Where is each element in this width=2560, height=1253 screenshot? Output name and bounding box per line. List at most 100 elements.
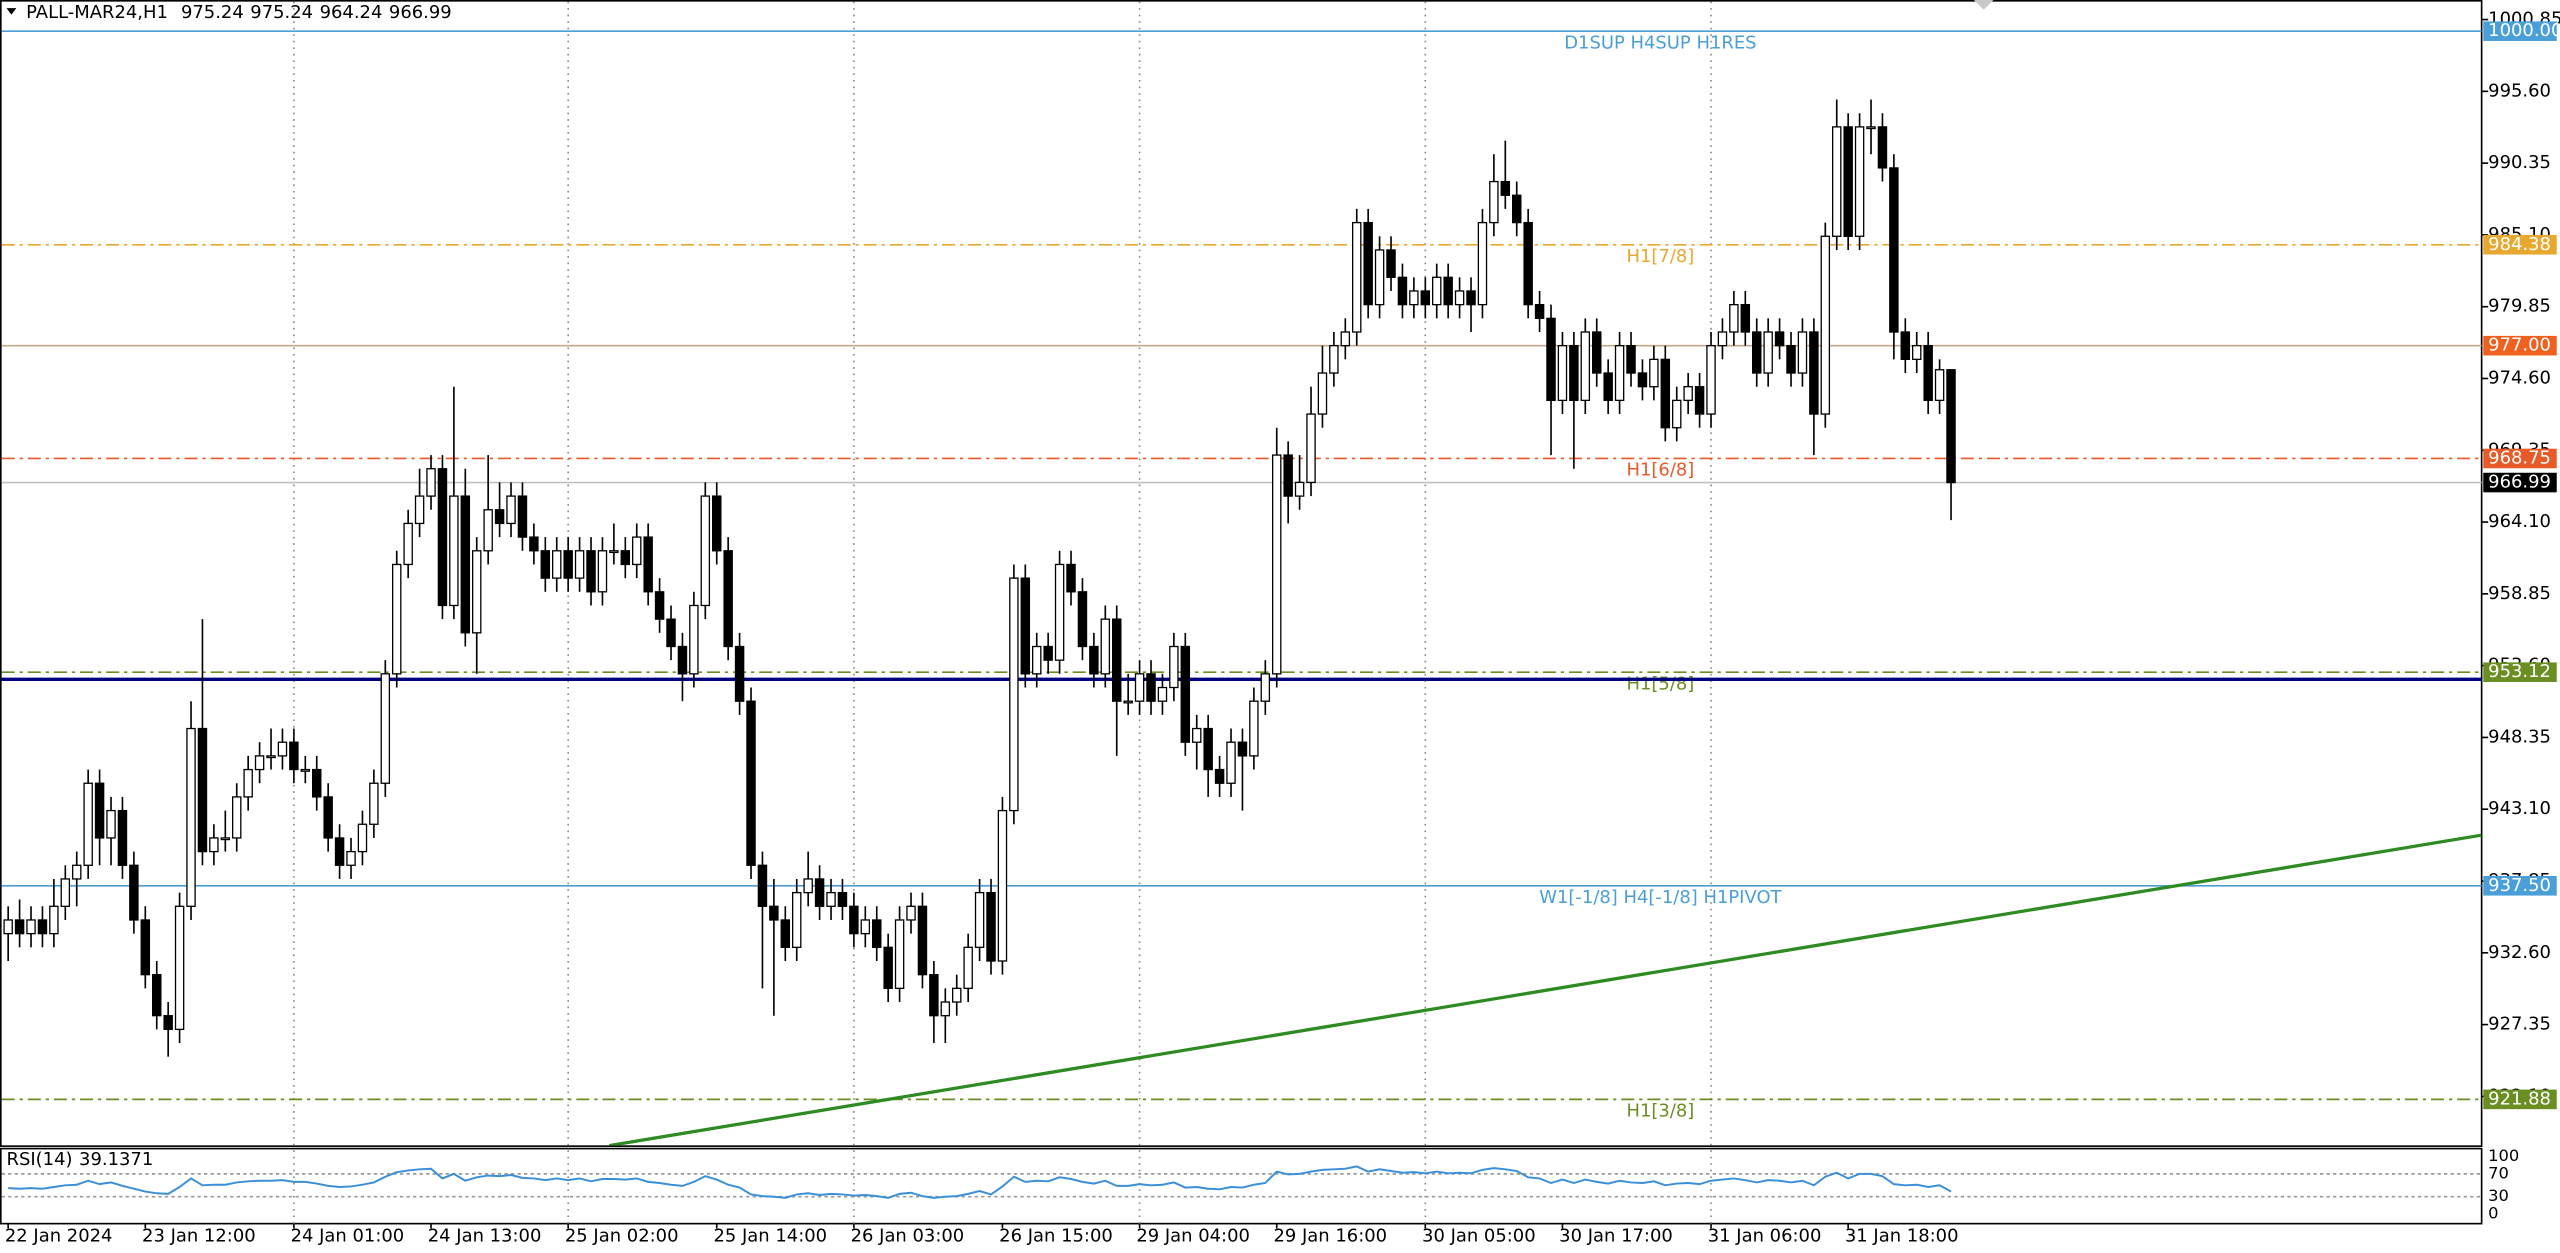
x-tick-label: 23 Jan 12:00 <box>142 1226 256 1247</box>
price-box <box>2483 1089 2557 1110</box>
candle-body <box>1020 577 1031 675</box>
price-box-label: 1000.00 <box>2488 20 2560 41</box>
candle-body <box>894 919 905 989</box>
candle-body <box>483 509 493 552</box>
menu-arrow[interactable] <box>6 8 17 15</box>
candle-body <box>1660 358 1671 429</box>
candle-body <box>780 919 791 948</box>
candle-body <box>1534 304 1545 319</box>
candle-body <box>723 550 733 648</box>
candle-body <box>1226 741 1236 784</box>
candle-body <box>1123 700 1133 704</box>
candle-body <box>563 550 573 579</box>
rsi-tick-label: 70 <box>2488 1163 2509 1182</box>
candle-body <box>163 1015 173 1031</box>
candle-body <box>1569 345 1579 402</box>
candle-body <box>1237 741 1248 757</box>
candle-body <box>3 919 13 935</box>
candle-body <box>403 522 413 566</box>
candle-body <box>1512 194 1522 224</box>
candle-body <box>803 878 813 894</box>
candle-body <box>1912 345 1922 361</box>
candle-body <box>1340 331 1351 347</box>
rsi-label: RSI(14) <box>7 1149 73 1170</box>
candle-body <box>209 837 219 853</box>
candle-body <box>1694 386 1705 415</box>
candle-body <box>986 891 996 962</box>
candle-body <box>1454 290 1465 306</box>
candle-body <box>140 919 151 976</box>
price-pane <box>0 0 2483 1147</box>
candle-body <box>1043 645 1053 661</box>
candle-body <box>1180 645 1191 743</box>
candle-body <box>1763 331 1773 374</box>
candle-body <box>586 550 596 593</box>
candle-body <box>1089 645 1099 675</box>
price-box <box>2483 234 2557 255</box>
candle-body <box>540 550 551 579</box>
candle-body <box>1832 126 1842 237</box>
candle-body <box>609 550 619 554</box>
rsi-pane <box>0 1147 2483 1225</box>
candle-body <box>357 823 368 853</box>
candle-body <box>14 919 25 935</box>
candle-body <box>906 905 916 921</box>
candle-body <box>1946 369 1956 484</box>
candle-body <box>60 878 71 907</box>
candle-body <box>1077 591 1088 648</box>
x-tick-label: 30 Jan 17:00 <box>1559 1226 1673 1247</box>
candle-body <box>837 891 848 907</box>
x-tick-label: 31 Jan 18:00 <box>1845 1226 1959 1247</box>
candle-body <box>1432 276 1442 306</box>
rsi-value: 39.1371 <box>79 1149 153 1170</box>
x-tick-label: 29 Jan 04:00 <box>1136 1226 1250 1247</box>
candle-body <box>654 591 665 620</box>
candle-body <box>1900 331 1911 361</box>
candle-body <box>883 946 893 989</box>
candle-body <box>574 550 585 579</box>
candle-body <box>117 809 128 866</box>
candle-body <box>1820 235 1831 415</box>
candle-body <box>1397 276 1408 306</box>
candle-body <box>1169 645 1179 689</box>
candle-body <box>757 864 768 907</box>
candle-body <box>929 974 939 1017</box>
candle-body <box>49 905 59 935</box>
low: 964.24 <box>320 2 383 23</box>
candle-body <box>72 864 82 880</box>
candle-body <box>129 864 139 921</box>
candle-body <box>1592 331 1602 374</box>
candle-body <box>312 768 322 798</box>
candle-body <box>1580 331 1591 402</box>
candle-body <box>952 987 962 1003</box>
level-text: H1[7/8] <box>1627 246 1695 267</box>
price-box-label: 984.38 <box>2488 234 2551 255</box>
candle-body <box>323 796 333 839</box>
candle-body <box>1363 221 1373 306</box>
candle-body <box>1374 249 1385 306</box>
level-text: D1SUP H4SUP H1RES <box>1564 32 1756 53</box>
candle-body <box>552 550 562 579</box>
candle-body <box>106 809 116 839</box>
candle-body <box>1603 372 1613 402</box>
candle-body <box>1112 618 1122 702</box>
candle-body <box>1934 369 1945 402</box>
candle-body <box>1672 399 1682 429</box>
candle-body <box>872 919 882 948</box>
candle-body <box>266 755 276 759</box>
candle-body <box>1272 454 1282 675</box>
candle-body <box>860 919 871 935</box>
candle-body <box>449 495 459 607</box>
price-box <box>2483 21 2557 41</box>
candle-body <box>1443 276 1453 306</box>
candle-body <box>1054 563 1065 661</box>
candle-body <box>700 495 711 607</box>
x-tick-label: 24 Jan 01:00 <box>291 1226 405 1247</box>
shift-marker[interactable] <box>1973 0 1994 10</box>
candle-body <box>1889 167 1899 333</box>
candle-body <box>1729 304 1739 333</box>
candle-body <box>1786 345 1796 374</box>
candle-body <box>152 974 162 1017</box>
candle-body <box>1477 221 1488 306</box>
trendline <box>609 833 2482 1146</box>
